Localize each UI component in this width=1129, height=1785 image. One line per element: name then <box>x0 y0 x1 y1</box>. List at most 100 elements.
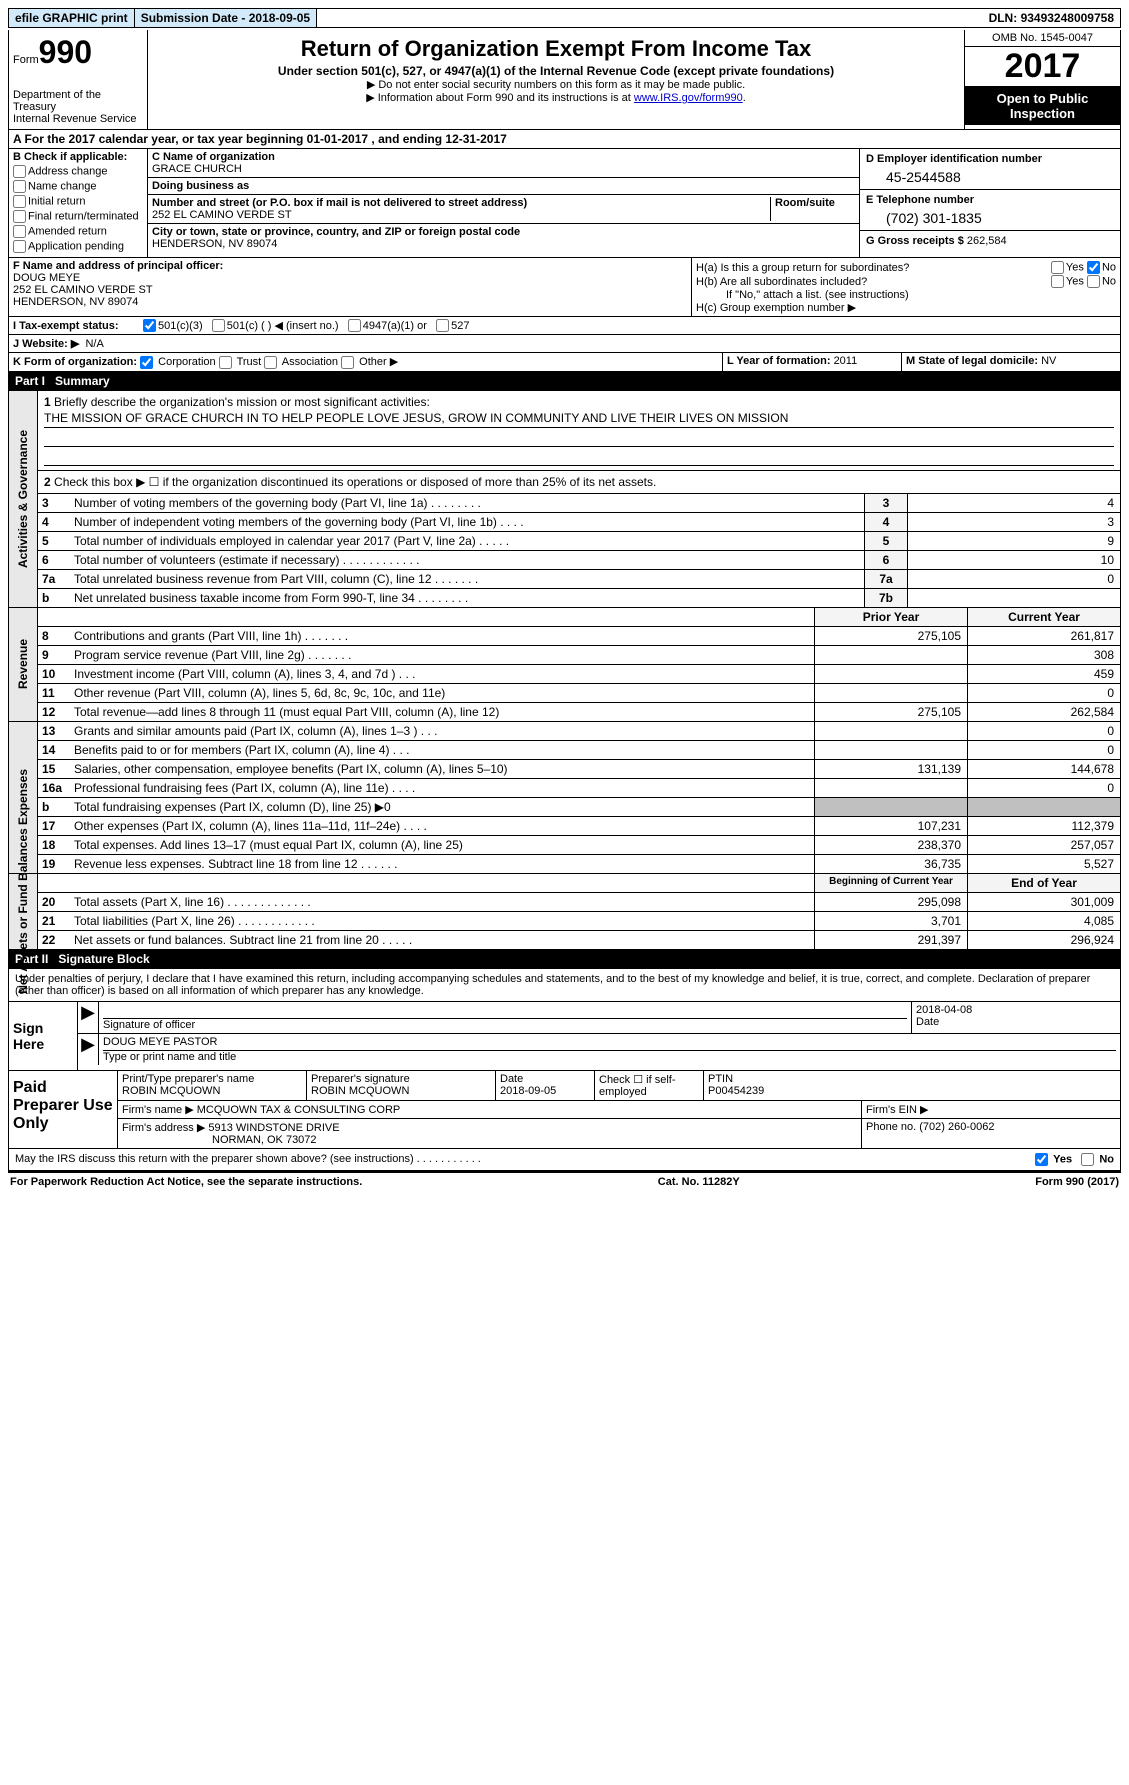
cb-4947[interactable] <box>348 319 361 332</box>
table-row: 15Salaries, other compensation, employee… <box>38 760 1120 779</box>
line2-box: 2 Check this box ▶ ☐ if the organization… <box>38 471 1120 494</box>
table-row: 7aTotal unrelated business revenue from … <box>38 570 1120 589</box>
officer-signature[interactable] <box>103 1004 907 1019</box>
cb-ha-no[interactable] <box>1087 261 1100 274</box>
preparer-name: ROBIN MCQUOWN <box>122 1085 302 1097</box>
net-header-row: Beginning of Current Year End of Year <box>38 874 1120 893</box>
submission-cell: Submission Date - 2018-09-05 <box>135 9 317 27</box>
street-value: 252 EL CAMINO VERDE ST <box>152 209 770 221</box>
gross-value: 262,584 <box>967 235 1007 247</box>
note-ssn: ▶ Do not enter social security numbers o… <box>156 78 956 91</box>
cb-corp[interactable] <box>140 356 153 369</box>
col-b: B Check if applicable: Address change Na… <box>9 149 148 257</box>
cb-501c[interactable] <box>212 319 225 332</box>
section-a: A For the 2017 calendar year, or tax yea… <box>8 130 1121 149</box>
table-row: 16aProfessional fundraising fees (Part I… <box>38 779 1120 798</box>
net-section: Net Assets or Fund Balances Beginning of… <box>8 874 1121 950</box>
header-left: Form990 Department of the Treasury Inter… <box>9 30 148 129</box>
sign-arrow-icon: ▶ <box>78 1002 99 1033</box>
ha-label: H(a) Is this a group return for subordin… <box>696 262 909 274</box>
k-label: K Form of organization: <box>13 356 137 368</box>
room-label: Room/suite <box>775 197 855 209</box>
open-inspection: Open to Public Inspection <box>965 87 1120 125</box>
preparer-label: Paid Preparer Use Only <box>9 1071 118 1148</box>
table-row: bNet unrelated business taxable income f… <box>38 589 1120 607</box>
table-row: 4Number of independent voting members of… <box>38 513 1120 532</box>
note-info: ▶ Information about Form 990 and its ins… <box>156 91 956 104</box>
table-row: 21Total liabilities (Part X, line 26) . … <box>38 912 1120 931</box>
j-label: J Website: ▶ <box>13 337 79 350</box>
top-bar: efile GRAPHIC print Submission Date - 20… <box>8 8 1121 28</box>
phone-label: E Telephone number <box>866 194 1114 206</box>
table-row: 5Total number of individuals employed in… <box>38 532 1120 551</box>
phone-value: (702) 301-1835 <box>866 206 1114 226</box>
sign-here: Sign Here ▶ Signature of officer 2018-04… <box>8 1002 1121 1071</box>
sign-arrow2-icon: ▶ <box>78 1034 99 1065</box>
ein-value: 45-2544588 <box>866 165 1114 185</box>
cb-other[interactable] <box>341 356 354 369</box>
city-label: City or town, state or province, country… <box>152 226 855 238</box>
cb-trust[interactable] <box>219 356 232 369</box>
row-fh: F Name and address of principal officer:… <box>8 258 1121 317</box>
cb-discuss-yes[interactable] <box>1035 1153 1048 1166</box>
cb-501c3[interactable] <box>143 319 156 332</box>
cb-address-change[interactable] <box>13 165 26 178</box>
table-row: 22Net assets or fund balances. Subtract … <box>38 931 1120 949</box>
irs-link[interactable]: www.IRS.gov/form990 <box>634 92 743 104</box>
form-header: Form990 Department of the Treasury Inter… <box>8 30 1121 130</box>
table-row: 9Program service revenue (Part VIII, lin… <box>38 646 1120 665</box>
cb-527[interactable] <box>436 319 449 332</box>
irs-label: Internal Revenue Service <box>13 113 143 125</box>
firm-name: MCQUOWN TAX & CONSULTING CORP <box>197 1104 401 1116</box>
cb-assoc[interactable] <box>264 356 277 369</box>
b-header: B Check if applicable: <box>13 151 143 163</box>
firm-addr2: NORMAN, OK 73072 <box>122 1134 317 1146</box>
paperwork-notice: For Paperwork Reduction Act Notice, see … <box>10 1176 362 1188</box>
form-footer: Form 990 (2017) <box>1035 1176 1119 1188</box>
perjury-text: Under penalties of perjury, I declare th… <box>8 969 1121 1002</box>
hb-label: H(b) Are all subordinates included? <box>696 276 867 288</box>
cb-initial-return[interactable] <box>13 195 26 208</box>
form-subtitle: Under section 501(c), 527, or 4947(a)(1)… <box>156 64 956 78</box>
street-label: Number and street (or P.O. box if mail i… <box>152 197 770 209</box>
header-center: Return of Organization Exempt From Incom… <box>148 30 964 129</box>
hc-label: H(c) Group exemption number ▶ <box>696 301 1116 314</box>
officer-name-title: DOUG MEYE PASTOR <box>103 1036 1116 1051</box>
org-name-label: C Name of organization <box>152 151 855 163</box>
table-row: 11Other revenue (Part VIII, column (A), … <box>38 684 1120 703</box>
cb-amended-return[interactable] <box>13 225 26 238</box>
cb-ha-yes[interactable] <box>1051 261 1064 274</box>
mission-text: THE MISSION OF GRACE CHURCH IN TO HELP P… <box>44 409 1114 428</box>
part2-header: Part II Signature Block <box>8 950 1121 969</box>
preparer-sig: ROBIN MCQUOWN <box>311 1085 491 1097</box>
col-f: F Name and address of principal officer:… <box>9 258 691 316</box>
preparer-date: 2018-09-05 <box>500 1085 590 1097</box>
table-row: 8Contributions and grants (Part VIII, li… <box>38 627 1120 646</box>
dba-label: Doing business as <box>152 180 855 192</box>
efile-label: efile GRAPHIC print <box>9 9 135 27</box>
gov-section: Activities & Governance 1 Briefly descri… <box>8 391 1121 608</box>
col-de: D Employer identification number 45-2544… <box>859 149 1120 257</box>
row-j: J Website: ▶ N/A <box>8 335 1121 353</box>
website-value: N/A <box>85 338 103 350</box>
cb-final-return[interactable] <box>13 210 26 223</box>
sign-date: 2018-04-08 <box>916 1004 1116 1016</box>
rev-section: Revenue Prior Year Current Year 8Contrib… <box>8 608 1121 722</box>
table-row: 14Benefits paid to or for members (Part … <box>38 741 1120 760</box>
sign-here-label: Sign Here <box>9 1002 78 1070</box>
table-row: 10Investment income (Part VIII, column (… <box>38 665 1120 684</box>
cb-discuss-no[interactable] <box>1081 1153 1094 1166</box>
form-number: Form990 <box>13 34 143 71</box>
cb-hb-no[interactable] <box>1087 275 1100 288</box>
table-row: 12Total revenue—add lines 8 through 11 (… <box>38 703 1120 721</box>
hb-note: If "No," attach a list. (see instruction… <box>696 289 1116 301</box>
cb-name-change[interactable] <box>13 180 26 193</box>
officer-city: HENDERSON, NV 89074 <box>13 296 687 308</box>
cb-hb-yes[interactable] <box>1051 275 1064 288</box>
officer-street: 252 EL CAMINO VERDE ST <box>13 284 687 296</box>
cb-application-pending[interactable] <box>13 240 26 253</box>
col-h: H(a) Is this a group return for subordin… <box>691 258 1120 316</box>
ein-label: D Employer identification number <box>866 153 1114 165</box>
table-row: 20Total assets (Part X, line 16) . . . .… <box>38 893 1120 912</box>
bottom-line: For Paperwork Reduction Act Notice, see … <box>8 1171 1121 1191</box>
